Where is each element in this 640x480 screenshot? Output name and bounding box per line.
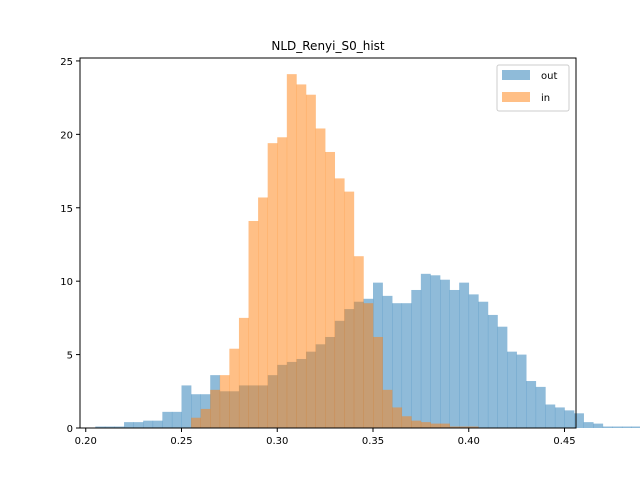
bar-out-43 (507, 351, 517, 428)
bar-in-10 (286, 74, 297, 429)
bar-out-9 (181, 385, 192, 428)
x-tick-label: 0.40 (458, 436, 480, 447)
bar-out-55 (621, 426, 632, 428)
bar-out-30 (382, 295, 393, 428)
bar-in-25 (430, 423, 441, 428)
bar-in-16 (344, 191, 355, 428)
bar-out-35 (430, 275, 441, 428)
x-tick-label: 0.45 (553, 436, 575, 447)
bar-in-6 (248, 220, 259, 428)
bar-out-6 (152, 420, 163, 428)
bar-out-53 (602, 426, 613, 428)
y-tick-label: 20 (60, 130, 73, 141)
legend-swatch-in (502, 92, 530, 102)
legend-label-in: in (541, 93, 550, 104)
bar-out-44 (516, 354, 527, 428)
bar-in-22 (401, 416, 412, 428)
y-tick-label: 0 (67, 424, 73, 435)
bar-out-4 (133, 422, 144, 428)
bar-in-14 (325, 151, 336, 428)
bar-out-2 (114, 426, 125, 428)
y-tick-label: 25 (60, 57, 73, 68)
legend-label-out: out (541, 71, 557, 82)
bar-in-4 (229, 348, 240, 428)
bar-in-23 (411, 420, 422, 428)
bar-out-49 (564, 410, 575, 428)
bar-out-48 (554, 407, 565, 428)
bar-in-12 (305, 94, 316, 429)
bar-out-52 (593, 423, 604, 428)
bar-out-33 (411, 289, 422, 428)
bar-in-2 (210, 389, 221, 428)
bar-out-1 (104, 426, 115, 428)
bar-out-32 (401, 303, 412, 428)
bar-out-45 (526, 381, 537, 428)
bar-in-15 (334, 178, 345, 428)
bar-out-50 (574, 413, 584, 428)
bar-out-5 (143, 420, 154, 428)
chart-title: NLD_Renyi_S0_hist (271, 39, 385, 53)
bar-out-7 (162, 411, 173, 428)
bar-in-26 (440, 423, 450, 428)
bar-in-5 (238, 317, 249, 428)
bar-in-29 (468, 426, 479, 428)
bar-in-3 (219, 375, 230, 428)
legend-swatch-out (502, 70, 530, 80)
bar-out-8 (171, 411, 182, 428)
bar-out-34 (420, 273, 431, 428)
bar-in-11 (296, 84, 307, 429)
bar-in-20 (382, 389, 393, 428)
x-axis: 0.20 0.25 0.30 0.35 0.40 0.45 (75, 428, 576, 447)
bar-in-28 (459, 426, 470, 428)
bar-out-38 (459, 282, 470, 428)
histogram-bars (95, 74, 640, 429)
bar-in-13 (315, 128, 326, 429)
bar-out-51 (583, 422, 594, 428)
bar-in-17 (353, 256, 364, 428)
bar-out-0 (95, 426, 106, 428)
bar-out-39 (468, 294, 479, 428)
bar-in-24 (420, 422, 431, 428)
x-tick-label: 0.35 (362, 436, 384, 447)
bar-in-21 (392, 407, 403, 428)
bar-out-36 (440, 279, 450, 428)
x-tick-label: 0.25 (170, 436, 192, 447)
bar-in-7 (258, 197, 268, 428)
bar-out-37 (449, 289, 460, 428)
bar-in-18 (363, 303, 374, 428)
bar-out-47 (545, 404, 556, 428)
bar-in-27 (449, 426, 460, 428)
bar-out-10 (191, 394, 201, 428)
bar-in-8 (267, 143, 278, 428)
bar-out-46 (535, 386, 546, 428)
bar-in-19 (373, 336, 383, 428)
bar-in-1 (200, 408, 211, 428)
bar-out-3 (124, 422, 134, 428)
bar-out-31 (392, 303, 403, 428)
bar-out-54 (612, 426, 623, 428)
legend: out in (496, 64, 570, 112)
bar-out-40 (478, 301, 489, 428)
y-tick-label: 10 (60, 277, 73, 288)
y-axis: 0 5 10 15 20 25 (60, 57, 80, 435)
bar-in-0 (191, 417, 201, 428)
y-tick-label: 5 (67, 351, 73, 362)
plot-frame (79, 57, 577, 429)
x-tick-label: 0.30 (266, 436, 288, 447)
bar-out-41 (487, 314, 498, 428)
x-tick-label: 0.20 (75, 436, 97, 447)
y-tick-label: 15 (60, 204, 73, 215)
bar-in-9 (277, 137, 288, 429)
bar-out-42 (497, 326, 508, 428)
bar-out-56 (631, 426, 640, 428)
